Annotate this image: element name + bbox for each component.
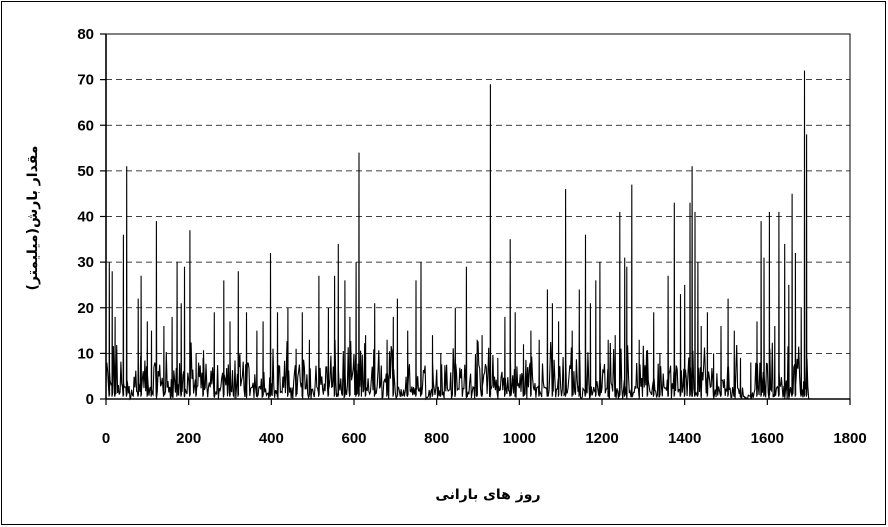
y-tick-label: 30 bbox=[77, 254, 94, 271]
x-tick-label: 800 bbox=[424, 430, 449, 447]
x-axis-title: روز های بارانی bbox=[435, 487, 540, 503]
y-tick-label: 40 bbox=[77, 209, 94, 226]
rainfall-series-line bbox=[105, 70, 811, 401]
y-tick-labels: 0 10 20 30 40 50 60 70 80 bbox=[77, 26, 106, 408]
x-tick-label: 1400 bbox=[668, 430, 701, 447]
y-tick-label: 70 bbox=[77, 72, 94, 89]
y-axis-title: مقدار بارش(میلیمتر) bbox=[25, 146, 41, 291]
x-tick-label: 1800 bbox=[833, 430, 866, 447]
x-tick-label: 600 bbox=[341, 430, 366, 447]
x-tick-label: 1600 bbox=[751, 430, 784, 447]
y-tick-label: 80 bbox=[77, 26, 94, 43]
y-tick-label: 0 bbox=[86, 391, 94, 408]
x-tick-label: 1200 bbox=[585, 430, 618, 447]
y-tick-label: 10 bbox=[77, 345, 94, 362]
y-tick-label: 20 bbox=[77, 300, 94, 317]
x-tick-label: 1000 bbox=[503, 430, 536, 447]
y-tick-label: 50 bbox=[77, 163, 94, 180]
x-tick-label: 400 bbox=[259, 430, 284, 447]
y-tick-label: 60 bbox=[77, 117, 94, 134]
series-layer bbox=[105, 70, 850, 401]
grid-lines bbox=[106, 79, 850, 354]
x-tick-label: 0 bbox=[102, 430, 110, 447]
x-tick-labels: 0 200 400 600 800 1000 1200 1400 1600 1800 bbox=[102, 399, 867, 447]
x-tick-label: 200 bbox=[176, 430, 201, 447]
